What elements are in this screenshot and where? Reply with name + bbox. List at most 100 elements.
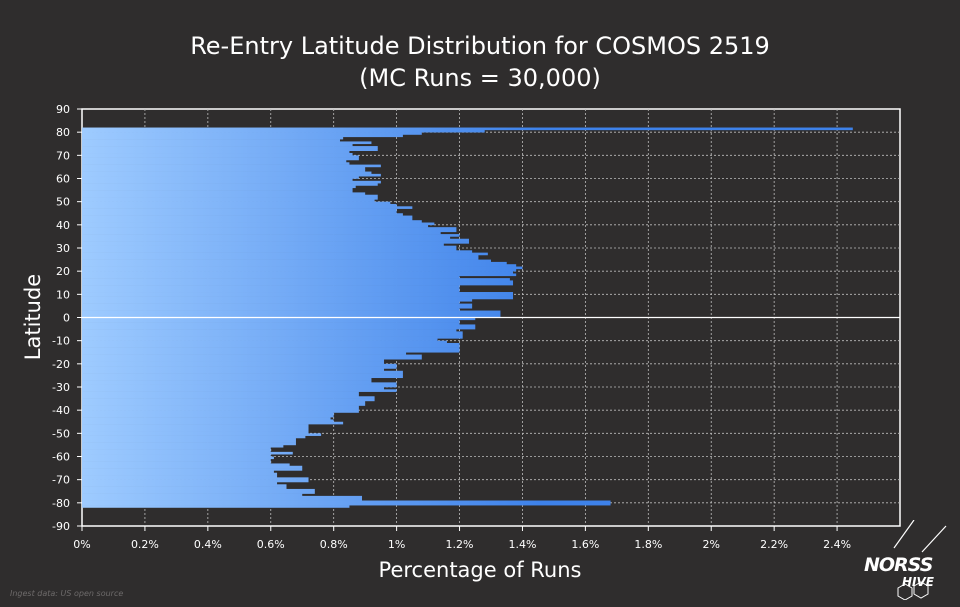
- bar: [82, 220, 422, 223]
- bar: [82, 481, 278, 485]
- bar: [82, 245, 457, 249]
- y-tick-label: 50: [56, 196, 70, 209]
- bar: [82, 194, 378, 198]
- bar: [82, 488, 315, 492]
- bar: [82, 127, 853, 131]
- bar: [82, 201, 391, 205]
- bar: [82, 456, 274, 460]
- bar: [82, 387, 385, 390]
- bar: [82, 132, 422, 135]
- bar: [82, 400, 366, 404]
- bar: [82, 498, 363, 501]
- y-tick-label: 10: [56, 288, 70, 301]
- y-tick-label: -50: [52, 427, 70, 440]
- bar: [82, 468, 303, 471]
- bar: [82, 486, 287, 490]
- bar: [82, 192, 366, 196]
- bar: [82, 289, 460, 293]
- bar: [82, 146, 378, 149]
- bar: [82, 257, 479, 260]
- bar: [82, 292, 514, 295]
- bar: [82, 183, 378, 186]
- bar: [82, 373, 403, 376]
- bar: [82, 166, 366, 170]
- bar: [82, 403, 366, 406]
- bar: [82, 484, 287, 487]
- y-tick-label: -90: [52, 520, 70, 533]
- bar: [82, 280, 514, 284]
- bar: [82, 213, 403, 216]
- chart-subtitle: (MC Runs = 30,000): [359, 64, 601, 92]
- y-tick-label: 70: [56, 149, 70, 162]
- bar: [82, 173, 381, 177]
- bar: [82, 169, 366, 172]
- y-tick-label: 90: [56, 103, 70, 116]
- y-tick-label: -10: [52, 335, 70, 348]
- logo-text-norss: NORSS: [864, 554, 933, 576]
- bar: [82, 451, 293, 455]
- bar: [82, 171, 372, 175]
- bar: [82, 238, 469, 242]
- bar: [82, 282, 514, 286]
- x-tick-label: 0.6%: [257, 538, 285, 551]
- bar: [82, 491, 315, 494]
- bar: [82, 479, 309, 483]
- bar: [82, 465, 303, 469]
- y-axis-label: Latitude: [21, 274, 45, 360]
- bar: [82, 162, 350, 165]
- bar: [82, 229, 457, 233]
- bar: [82, 347, 460, 351]
- chart-title: Re-Entry Latitude Distribution for COSMO…: [190, 32, 770, 60]
- bar: [82, 502, 611, 506]
- bar: [82, 324, 476, 328]
- bar: [82, 340, 447, 344]
- footer-note: Ingest data: US open source: [10, 589, 124, 598]
- bar: [82, 505, 350, 508]
- bar: [82, 458, 271, 462]
- bar: [82, 363, 397, 367]
- bar: [82, 454, 271, 457]
- bar: [82, 159, 347, 163]
- bar: [82, 435, 306, 439]
- bar: [82, 176, 359, 179]
- bar: [82, 190, 353, 193]
- bar: [82, 472, 278, 476]
- bar: [82, 414, 334, 418]
- bar: [82, 368, 385, 372]
- bar: [82, 475, 278, 478]
- x-axis-label: Percentage of Runs: [379, 558, 582, 582]
- x-tick-label: 2.4%: [823, 538, 851, 551]
- bar: [82, 317, 476, 321]
- x-tick-label: 1.4%: [508, 538, 536, 551]
- bar: [82, 254, 479, 258]
- bar: [82, 208, 397, 212]
- x-tick-label: 2%: [703, 538, 720, 551]
- bar: [82, 268, 517, 272]
- y-tick-label: -20: [52, 358, 70, 371]
- bar: [82, 375, 403, 379]
- bar: [82, 264, 517, 267]
- bar: [82, 342, 460, 346]
- norss-hive-logo: NORSS HIVE: [858, 520, 954, 600]
- bar: [82, 326, 476, 330]
- bar: [82, 382, 397, 385]
- bar: [82, 431, 309, 434]
- bar: [82, 370, 403, 374]
- bar: [82, 380, 372, 383]
- bar: [82, 222, 435, 226]
- bar: [82, 217, 413, 221]
- bar: [82, 266, 523, 270]
- bar: [82, 421, 344, 425]
- bar: [82, 449, 271, 453]
- x-tick-label: 1.6%: [571, 538, 599, 551]
- bar: [82, 305, 473, 309]
- y-axis-ticks: 90 80 70 60 50 40 30 20 10 0 -10 -20 -30 -40 -50 -60 -70…: [52, 103, 82, 533]
- bar: [82, 134, 403, 138]
- bar: [82, 470, 274, 474]
- bar: [82, 424, 309, 427]
- bar: [82, 143, 353, 147]
- bar: [82, 139, 340, 142]
- bar: [82, 259, 491, 263]
- y-tick-label: 30: [56, 242, 70, 255]
